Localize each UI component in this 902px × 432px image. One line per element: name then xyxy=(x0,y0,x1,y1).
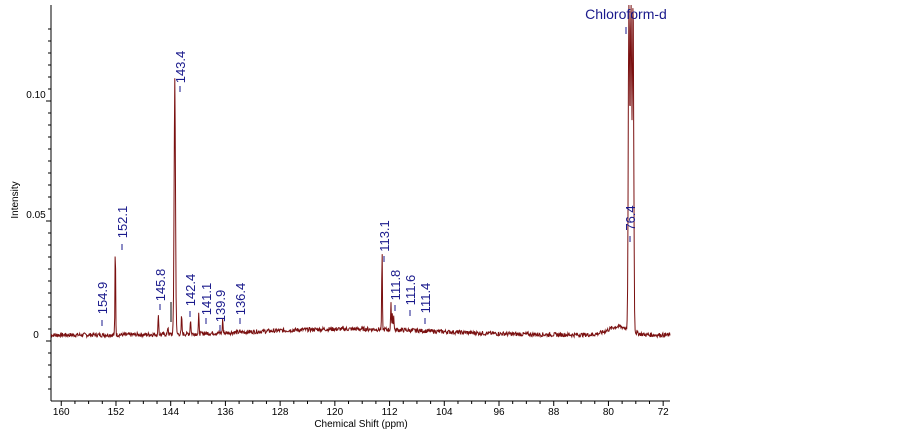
peak-label: 145.8 xyxy=(153,269,168,302)
y-tick-label: 0 xyxy=(33,330,39,341)
x-axis-title: Chemical Shift (ppm) xyxy=(314,419,407,430)
peak-label: 111.6 xyxy=(403,275,418,306)
peak-label: 113.1 xyxy=(377,220,392,252)
axes-layer: 160 152 144 136 128 120 112 104 96 88 80 72 0 0.05 0.1… xyxy=(26,5,670,418)
x-tick-label: 144 xyxy=(162,407,179,418)
x-tick-label: 160 xyxy=(53,407,70,418)
peak-label: 141.1 xyxy=(199,283,214,316)
peak-label: 76.4 xyxy=(623,205,638,230)
peak-label: 154.9 xyxy=(95,282,110,315)
peak-label: 111.4 xyxy=(418,283,433,314)
x-tick-label: 112 xyxy=(382,407,398,418)
x-tick-label: 72 xyxy=(658,407,670,418)
peak-label: 142.4 xyxy=(183,274,198,307)
peak-label: 152.1 xyxy=(115,206,130,239)
x-tick-label: 136 xyxy=(217,407,234,418)
x-tick-label: 104 xyxy=(436,407,453,418)
peak-label: 136.4 xyxy=(233,283,248,316)
x-tick-label: 120 xyxy=(327,407,344,418)
y-tick-label: 0.05 xyxy=(26,210,46,221)
peak-label-layer: 154.9 152.1 145.8 143.4 142.4 141.1 139.9 136.4… xyxy=(95,6,667,331)
peak-label: 139.9 xyxy=(213,290,228,323)
x-tick-label: 152 xyxy=(108,407,125,418)
x-tick-label: 88 xyxy=(548,407,560,418)
peak-label: 111.8 xyxy=(388,270,403,301)
y-tick-label: 0.10 xyxy=(26,90,46,101)
solvent-annotation: Chloroform-d xyxy=(585,6,667,22)
peak-label: 143.4 xyxy=(173,51,188,84)
x-tick-label: 80 xyxy=(603,407,615,418)
x-tick-label: 128 xyxy=(272,407,289,418)
spectrum-layer xyxy=(50,4,671,339)
x-tick-label: 96 xyxy=(493,407,505,418)
y-axis-title: Intensity xyxy=(10,181,21,218)
spectrum-trace xyxy=(50,4,671,339)
